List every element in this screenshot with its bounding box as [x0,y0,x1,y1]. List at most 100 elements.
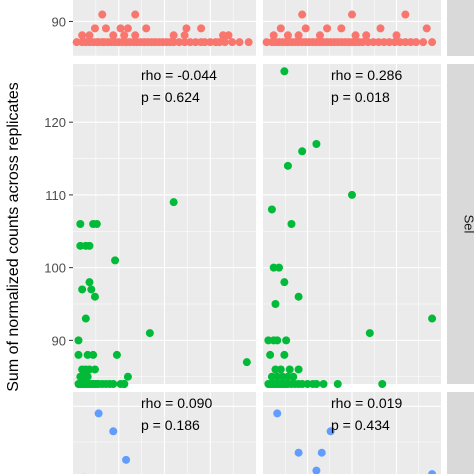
rho-annotation: rho = -0.044 [141,67,217,83]
data-point [301,24,310,33]
data-point [401,10,410,19]
data-point [131,31,140,40]
data-point [289,372,298,381]
data-point [376,24,385,33]
data-point [215,38,224,47]
data-point [78,285,87,294]
data-point [312,380,321,388]
data-point [175,38,184,47]
data-point [206,38,215,47]
data-point [90,292,99,301]
data-point [186,38,195,47]
data-point [428,38,437,47]
data-point [280,67,289,76]
data-point [87,285,96,294]
data-point [76,241,85,250]
data-point [76,220,85,228]
p-value-annotation: p = 0.018 [331,89,390,105]
data-point [294,292,303,301]
data-point [422,24,431,33]
data-point [109,380,118,388]
data-point [197,24,206,33]
data-point [98,10,107,19]
data-point [109,31,118,40]
data-point [169,198,178,207]
data-point [287,220,296,228]
data-point [112,350,121,359]
data-point [312,140,321,148]
data-point [89,350,98,359]
data-point [219,31,228,40]
data-point [326,427,335,436]
data-point [169,38,178,47]
data-point [120,31,129,40]
data-point [333,380,342,388]
data-point [145,329,154,338]
data-point [294,365,303,374]
data-point [120,380,129,388]
data-point [351,31,360,40]
data-point [276,365,285,374]
data-point [90,24,99,33]
rho-annotation: rho = 0.286 [331,67,402,83]
data-point [85,278,94,287]
data-point [109,427,118,436]
data-point [275,263,284,272]
data-point [276,24,285,33]
data-point [92,220,101,228]
data-point [298,10,307,19]
y-tick-label: 90 [52,333,66,348]
data-point [273,336,282,345]
data-point [317,448,326,457]
data-point [282,336,291,345]
data-point [180,38,189,47]
y-tick-label: 90 [52,14,66,29]
data-point [122,455,131,464]
data-point [312,466,321,474]
data-point [362,31,371,40]
data-point [74,336,83,345]
data-point [348,10,356,19]
rho-annotation: rho = 0.019 [331,395,402,411]
facet-strip [447,64,474,384]
data-point [81,314,90,323]
data-point [337,24,346,33]
data-point [83,350,92,359]
data-point [78,31,87,40]
data-point [319,380,328,388]
data-point [378,380,387,388]
data-point [419,38,428,47]
data-point [191,38,200,47]
data-point [392,31,401,40]
data-point [323,24,332,33]
data-point [90,365,99,374]
data-point [280,350,289,359]
data-point [283,161,292,170]
data-point [85,241,94,250]
rho-annotation: rho = 0.090 [141,395,212,411]
data-point [228,38,237,47]
data-point [273,409,282,418]
data-point [182,24,191,33]
data-point [428,470,437,474]
data-point [280,278,289,287]
y-tick-label: 100 [44,261,66,276]
data-point [348,190,356,199]
data-point [298,147,307,156]
facet-strip-label: Sel [462,215,474,234]
data-point [83,372,92,381]
data-point [123,24,132,33]
data-point [180,31,189,40]
p-value-annotation: p = 0.624 [141,89,200,105]
data-point [271,300,280,308]
data-point [169,31,178,40]
data-point [266,350,275,359]
data-point [235,38,244,47]
y-axis-label: Sum of normalized counts across replicat… [5,82,22,391]
data-point [123,372,132,381]
data-point [85,365,94,374]
data-point [101,24,110,33]
data-point [285,365,294,374]
data-point [283,31,292,40]
